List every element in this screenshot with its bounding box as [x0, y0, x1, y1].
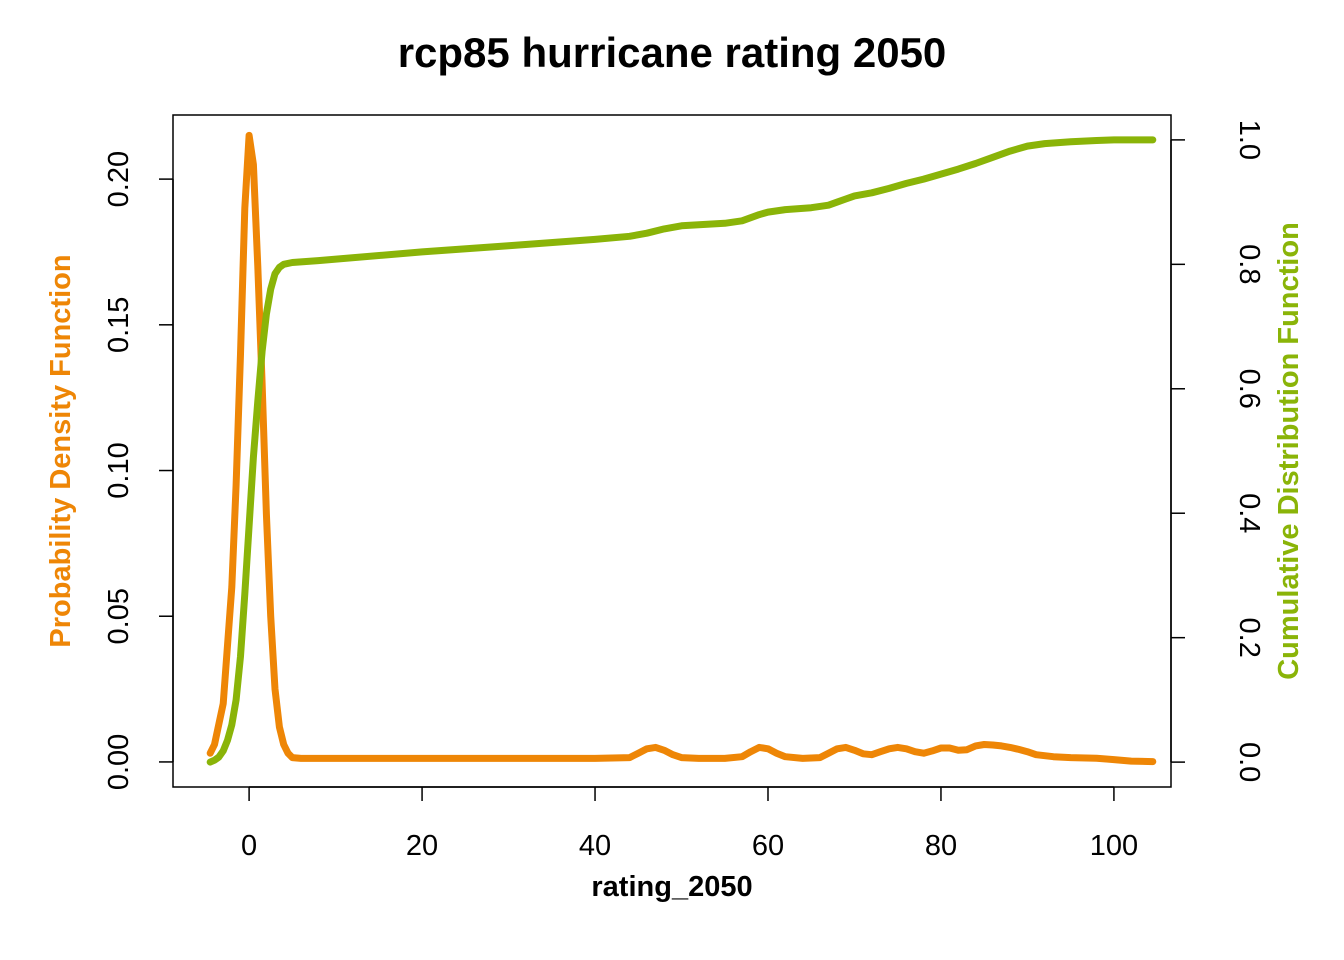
y-right-tick-label: 0.8 [1233, 244, 1265, 284]
y-left-tick-label: 0.10 [103, 442, 135, 498]
y-left-tick-label: 0.15 [103, 297, 135, 353]
y-right-tick-label: 0.6 [1233, 369, 1265, 409]
series-layer [206, 131, 1157, 766]
y-right-tick-label: 1.0 [1233, 120, 1265, 160]
y-left-tick-label: 0.05 [103, 588, 135, 644]
x-tick-label: 100 [1090, 830, 1138, 862]
y-axis-right-label: Cumulative Distribution Function [1273, 222, 1305, 680]
pdf-line [206, 131, 1157, 766]
y-right-tick-label: 0.0 [1233, 742, 1265, 782]
x-axis-label: rating_2050 [591, 871, 752, 903]
y-axis-left-label: Probability Density Function [45, 254, 77, 647]
x-tick-label: 60 [752, 830, 784, 862]
y-axis-right: 0.0 0.2 0.4 0.6 0.8 1.0 [1170, 120, 1265, 782]
y-right-tick-label: 0.2 [1233, 618, 1265, 658]
x-tick-label: 40 [579, 830, 611, 862]
y-left-tick-label: 0.20 [103, 151, 135, 207]
x-tick-label: 80 [925, 830, 957, 862]
x-tick-label: 20 [406, 830, 438, 862]
x-tick-label: 0 [241, 830, 257, 862]
cdf-line [206, 136, 1157, 766]
y-right-tick-label: 0.4 [1233, 493, 1265, 533]
y-left-tick-label: 0.00 [103, 734, 135, 790]
chart-title: rcp85 hurricane rating 2050 [398, 29, 947, 76]
x-axis: 0 20 40 60 80 100 [241, 786, 1138, 862]
y-axis-left: 0.00 0.05 0.10 0.15 0.20 [103, 151, 174, 790]
